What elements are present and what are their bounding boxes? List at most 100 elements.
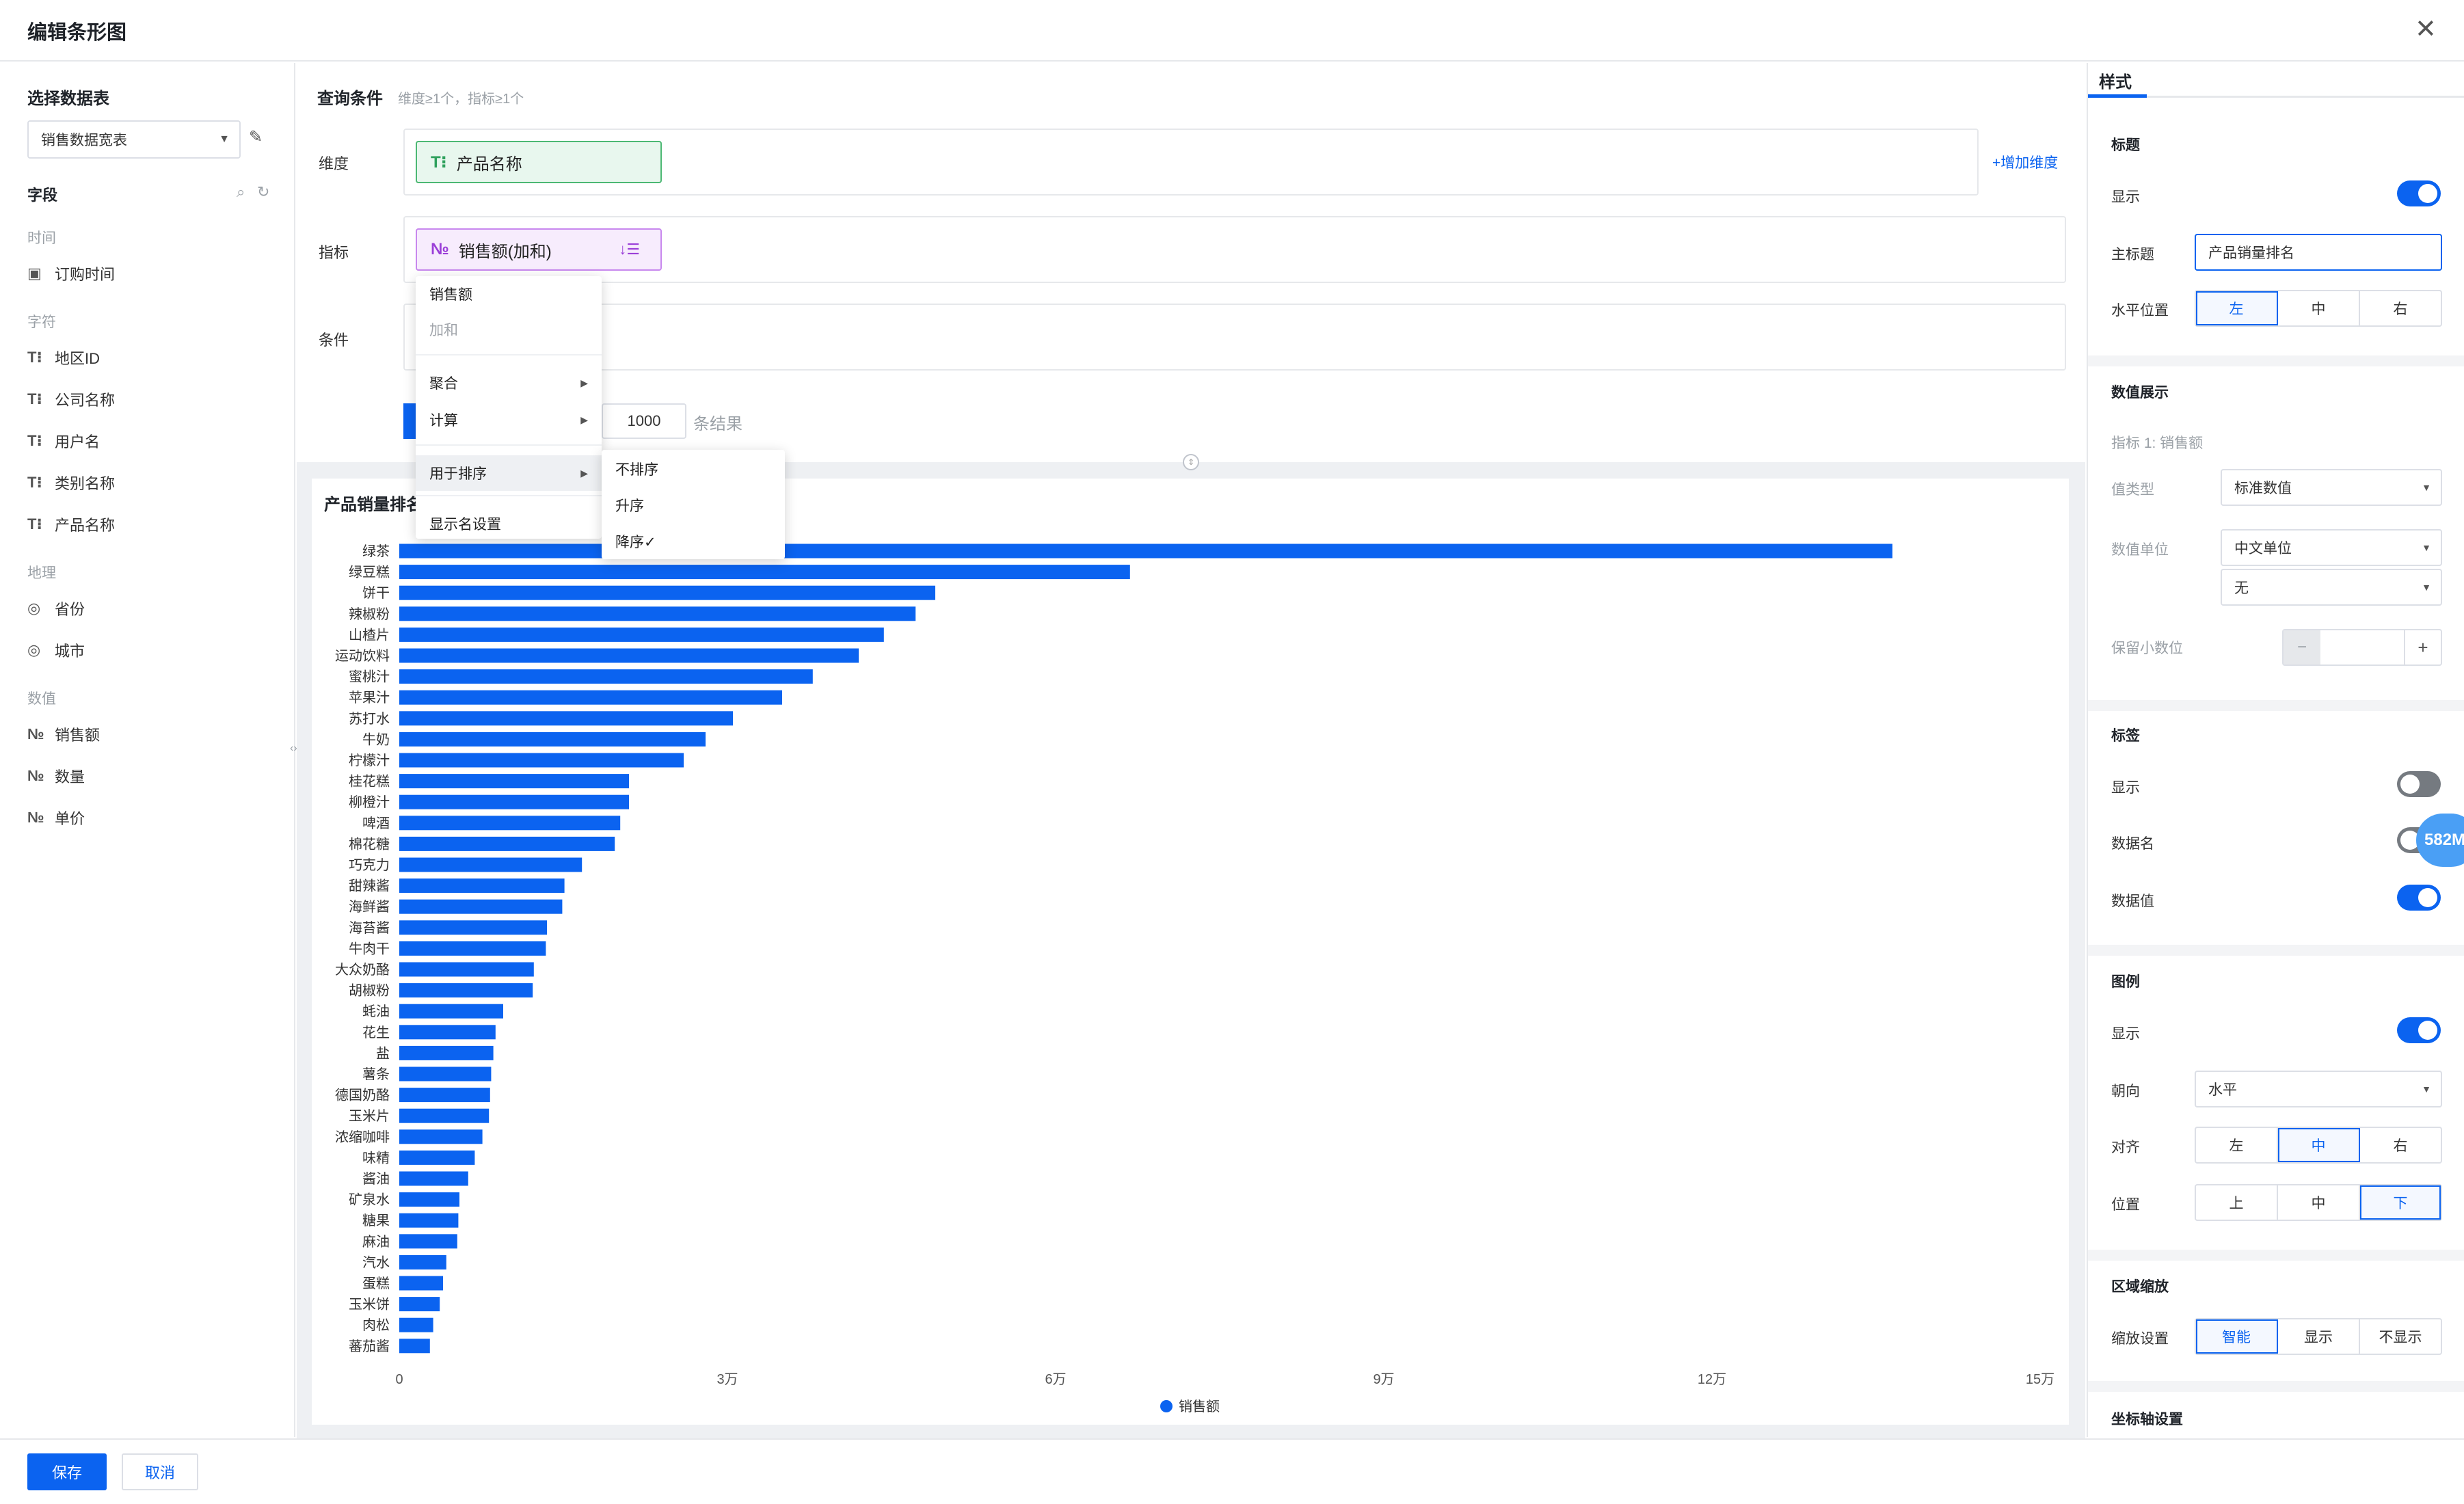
- value-unit-suffix-select[interactable]: 无 ▼: [2221, 569, 2442, 606]
- field-item[interactable]: № 销售额: [27, 721, 100, 748]
- bar[interactable]: [399, 1213, 459, 1228]
- dimension-dropzone[interactable]: [403, 129, 1979, 196]
- segment-option[interactable]: 中: [2278, 291, 2360, 325]
- segment-option[interactable]: 显示: [2278, 1319, 2360, 1354]
- bar[interactable]: [399, 711, 733, 726]
- sort-option[interactable]: 升序: [615, 498, 644, 514]
- bar[interactable]: [399, 585, 935, 600]
- bar[interactable]: [399, 920, 547, 935]
- field-item[interactable]: № 数量: [27, 762, 85, 790]
- bar[interactable]: [399, 1066, 492, 1082]
- field-item[interactable]: T⁝ 地区ID: [27, 344, 100, 371]
- segment-option[interactable]: 智能: [2196, 1319, 2278, 1354]
- bar[interactable]: [399, 941, 546, 956]
- main-title-input[interactable]: 产品销量排名: [2195, 234, 2442, 271]
- decimals-stepper[interactable]: − +: [2282, 629, 2442, 666]
- bar[interactable]: [399, 690, 782, 705]
- add-dimension-button[interactable]: +增加维度: [1992, 152, 2058, 172]
- bar[interactable]: [399, 1192, 459, 1207]
- edit-icon[interactable]: ✎: [249, 128, 263, 146]
- value-unit-select[interactable]: 中文单位 ▼: [2221, 529, 2442, 566]
- search-icon[interactable]: ⌕: [237, 183, 245, 200]
- label-show-toggle[interactable]: [2397, 771, 2441, 797]
- metric-menu-item[interactable]: 用于排序 ▶: [416, 455, 602, 491]
- value-type-select[interactable]: 标准数值 ▼: [2221, 469, 2442, 506]
- refresh-icon[interactable]: ↻: [257, 183, 270, 200]
- metric-menu-item[interactable]: 计算 ▶: [416, 402, 602, 438]
- close-icon[interactable]: ✕: [2415, 15, 2437, 44]
- label-value-toggle[interactable]: [2397, 885, 2441, 911]
- sort-desc-icon[interactable]: ↓☰: [619, 241, 640, 258]
- bar[interactable]: [399, 836, 615, 851]
- bar[interactable]: [399, 1108, 490, 1123]
- bar[interactable]: [399, 1276, 443, 1291]
- tab-style[interactable]: 样式: [2099, 73, 2132, 92]
- field-item[interactable]: T⁝ 类别名称: [27, 469, 115, 496]
- bar[interactable]: [399, 606, 916, 621]
- segment-option[interactable]: 中: [2278, 1185, 2360, 1220]
- segment-option[interactable]: 下: [2360, 1185, 2441, 1220]
- metric-pill[interactable]: № 销售额(加和) ↓☰: [416, 228, 662, 271]
- dimension-pill[interactable]: T⁝ 产品名称: [416, 141, 662, 183]
- bar[interactable]: [399, 857, 582, 872]
- bar[interactable]: [399, 878, 565, 894]
- bar[interactable]: [399, 774, 629, 789]
- segment-option[interactable]: 左: [2196, 291, 2278, 325]
- segment-option[interactable]: 右: [2393, 301, 2408, 317]
- bar[interactable]: [399, 627, 884, 642]
- bar[interactable]: [399, 1254, 446, 1270]
- segment-option[interactable]: 左: [2196, 1128, 2278, 1162]
- bar[interactable]: [399, 816, 621, 831]
- metric-menu-item[interactable]: 聚合 ▶: [416, 365, 602, 401]
- bar[interactable]: [399, 1171, 468, 1186]
- dataset-select[interactable]: 销售数据宽表 ▼: [27, 120, 241, 159]
- field-item[interactable]: T⁝ 产品名称: [27, 511, 115, 538]
- bar[interactable]: [399, 1129, 483, 1144]
- bar[interactable]: [399, 648, 859, 663]
- resize-handle-icon[interactable]: ‹›: [290, 742, 297, 754]
- bar[interactable]: [399, 962, 534, 977]
- segment-option[interactable]: 中: [2278, 1128, 2360, 1162]
- bar[interactable]: [399, 731, 706, 747]
- bar[interactable]: [399, 1297, 440, 1312]
- query-button-edge[interactable]: [403, 403, 417, 439]
- cancel-button[interactable]: 取消: [122, 1453, 198, 1490]
- legend-marker[interactable]: [1160, 1400, 1173, 1412]
- bar[interactable]: [399, 983, 533, 998]
- bar[interactable]: [399, 753, 684, 768]
- bar[interactable]: [399, 1088, 490, 1103]
- metric-dropzone[interactable]: [403, 216, 2066, 283]
- decimals-minus-button[interactable]: −: [2284, 630, 2320, 664]
- sort-option[interactable]: 不排序: [615, 462, 658, 478]
- legend-label[interactable]: 销售额: [1179, 1399, 1220, 1414]
- bar[interactable]: [399, 1317, 433, 1332]
- bar[interactable]: [399, 794, 629, 809]
- legend-show-toggle[interactable]: [2397, 1017, 2441, 1043]
- segment-option[interactable]: 上: [2196, 1185, 2278, 1220]
- floating-badge[interactable]: 582M: [2416, 814, 2464, 867]
- field-item[interactable]: ▣ 订购时间: [27, 260, 115, 287]
- title-show-toggle[interactable]: [2397, 180, 2441, 206]
- field-item[interactable]: T⁝ 公司名称: [27, 386, 115, 413]
- bar[interactable]: [399, 565, 1130, 580]
- bar[interactable]: [399, 899, 563, 914]
- field-item[interactable]: ◎ 省份: [27, 595, 85, 622]
- condition-dropzone[interactable]: [403, 304, 2066, 371]
- sort-option[interactable]: 降序✓: [615, 535, 656, 550]
- orient-select[interactable]: 水平 ▼: [2195, 1071, 2442, 1107]
- segment-option[interactable]: 不显示: [2379, 1330, 2422, 1345]
- bar[interactable]: [399, 669, 813, 684]
- bar[interactable]: [399, 1150, 475, 1165]
- bar[interactable]: [399, 1234, 457, 1249]
- bar[interactable]: [399, 1339, 430, 1354]
- limit-input[interactable]: 1000: [602, 403, 686, 439]
- split-handle-icon[interactable]: ⇕: [1183, 454, 1199, 470]
- metric-menu-item[interactable]: 显示名设置: [416, 506, 602, 541]
- segment-option[interactable]: 右: [2393, 1138, 2408, 1154]
- bar[interactable]: [399, 1045, 494, 1060]
- field-item[interactable]: ◎ 城市: [27, 636, 85, 664]
- bar[interactable]: [399, 1004, 503, 1019]
- field-item[interactable]: № 单价: [27, 804, 85, 831]
- bar[interactable]: [399, 1025, 496, 1040]
- decimals-plus-button[interactable]: +: [2404, 630, 2441, 664]
